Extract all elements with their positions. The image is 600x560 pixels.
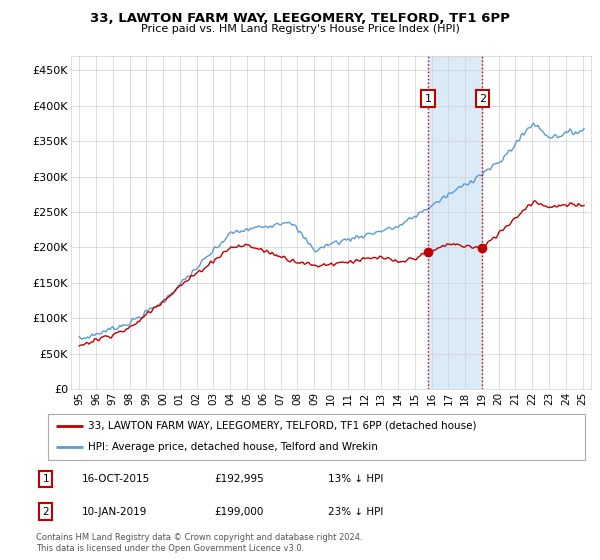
FancyBboxPatch shape	[48, 414, 585, 460]
Text: £192,995: £192,995	[214, 474, 264, 484]
Text: HPI: Average price, detached house, Telford and Wrekin: HPI: Average price, detached house, Telf…	[88, 442, 378, 452]
Text: 33, LAWTON FARM WAY, LEEGOMERY, TELFORD, TF1 6PP: 33, LAWTON FARM WAY, LEEGOMERY, TELFORD,…	[90, 12, 510, 25]
Text: 16-OCT-2015: 16-OCT-2015	[82, 474, 150, 484]
Text: 13% ↓ HPI: 13% ↓ HPI	[328, 474, 383, 484]
Text: 23% ↓ HPI: 23% ↓ HPI	[328, 507, 383, 516]
Bar	[428, 56, 482, 389]
Text: 10-JAN-2019: 10-JAN-2019	[82, 507, 147, 516]
Text: £199,000: £199,000	[214, 507, 263, 516]
Text: 33, LAWTON FARM WAY, LEEGOMERY, TELFORD, TF1 6PP (detached house): 33, LAWTON FARM WAY, LEEGOMERY, TELFORD,…	[88, 421, 477, 431]
Text: 1: 1	[43, 474, 49, 484]
Text: Contains HM Land Registry data © Crown copyright and database right 2024.
This d: Contains HM Land Registry data © Crown c…	[36, 533, 362, 553]
Text: Price paid vs. HM Land Registry's House Price Index (HPI): Price paid vs. HM Land Registry's House …	[140, 24, 460, 34]
Text: 2: 2	[43, 507, 49, 516]
Text: 1: 1	[425, 94, 431, 104]
Text: 2: 2	[479, 94, 486, 104]
